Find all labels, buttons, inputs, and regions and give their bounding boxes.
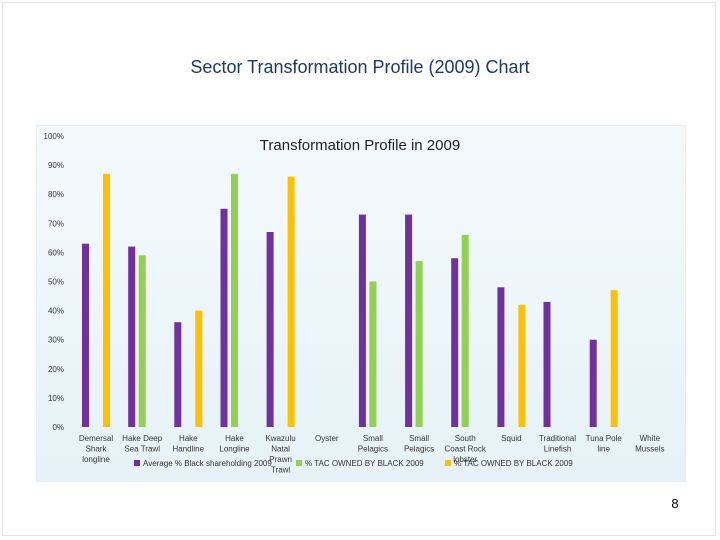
bar [220, 208, 228, 428]
legend-label: % TAC OWNED BY BLACK 2009 [454, 459, 573, 468]
x-tick-label: Small Pelagics [404, 434, 434, 454]
bar [369, 281, 377, 427]
bar [518, 304, 526, 427]
x-tick-label: South Coast Rock lobster [445, 434, 487, 464]
x-tick-label: Kwazulu Natal Prawn Trawl [265, 434, 295, 475]
bar [287, 176, 295, 427]
y-tick-label: 60% [48, 248, 64, 257]
bar [103, 173, 110, 427]
slide-number: 8 [671, 496, 679, 511]
slide-title: Sector Transformation Profile (2009) Cha… [190, 57, 530, 77]
bar [174, 322, 182, 427]
bar [231, 173, 238, 427]
bar [589, 339, 597, 427]
bar [195, 310, 203, 427]
bar [610, 290, 618, 427]
bar [358, 214, 366, 427]
legend-swatch [134, 460, 140, 466]
y-tick-label: 0% [52, 423, 64, 432]
bar [128, 246, 136, 427]
x-tick-label: Small Pelagics [358, 434, 388, 454]
bar [415, 261, 423, 427]
x-tick-label: Hake Deep Sea Trawl [122, 434, 163, 454]
y-tick-label: 70% [48, 219, 64, 228]
legend-label: % TAC OWNED BY BLACK 2009 [305, 459, 424, 468]
legend: Average % Black shareholding 2009 % TAC O… [134, 459, 573, 468]
x-tick-label: Demersal Shark longline [79, 434, 113, 464]
bar [266, 232, 274, 427]
y-tick-label: 30% [48, 336, 64, 345]
bar [461, 234, 469, 427]
y-tick-label: 40% [48, 307, 64, 316]
legend-swatch [296, 460, 302, 466]
y-tick-label: 80% [48, 190, 64, 199]
bar [451, 258, 459, 427]
y-axis: 0% 10% 20% 30% 40% 50% 60% 70% 80% 90% 100% [44, 132, 64, 432]
y-tick-label: 100% [44, 132, 64, 141]
bars [82, 173, 618, 428]
y-tick-label: 90% [48, 161, 64, 170]
x-tick-label: Squid [501, 434, 521, 443]
x-tick-label: Traditional Linefish [539, 434, 576, 454]
bar [82, 243, 89, 427]
x-axis-labels: Demersal Shark longline Hake Deep Sea Trawl H… [79, 434, 665, 475]
x-tick-label: White Mussels [635, 434, 664, 454]
bar [497, 287, 505, 427]
x-tick-label: Hake Longline [219, 434, 250, 454]
y-tick-label: 10% [48, 394, 64, 403]
chart-title: Transformation Profile in 2009 [260, 137, 460, 154]
x-tick-label: Tuna Pole line [586, 434, 623, 454]
bar [543, 301, 551, 427]
legend-swatch [445, 460, 451, 466]
y-tick-label: 20% [48, 365, 64, 374]
y-tick-label: 50% [48, 278, 64, 287]
legend-label: Average % Black shareholding 2009 [143, 459, 272, 468]
bar [138, 255, 146, 427]
x-tick-label: Oyster [315, 434, 339, 443]
bar [405, 214, 413, 427]
x-tick-label: Hake Handline [173, 434, 205, 454]
